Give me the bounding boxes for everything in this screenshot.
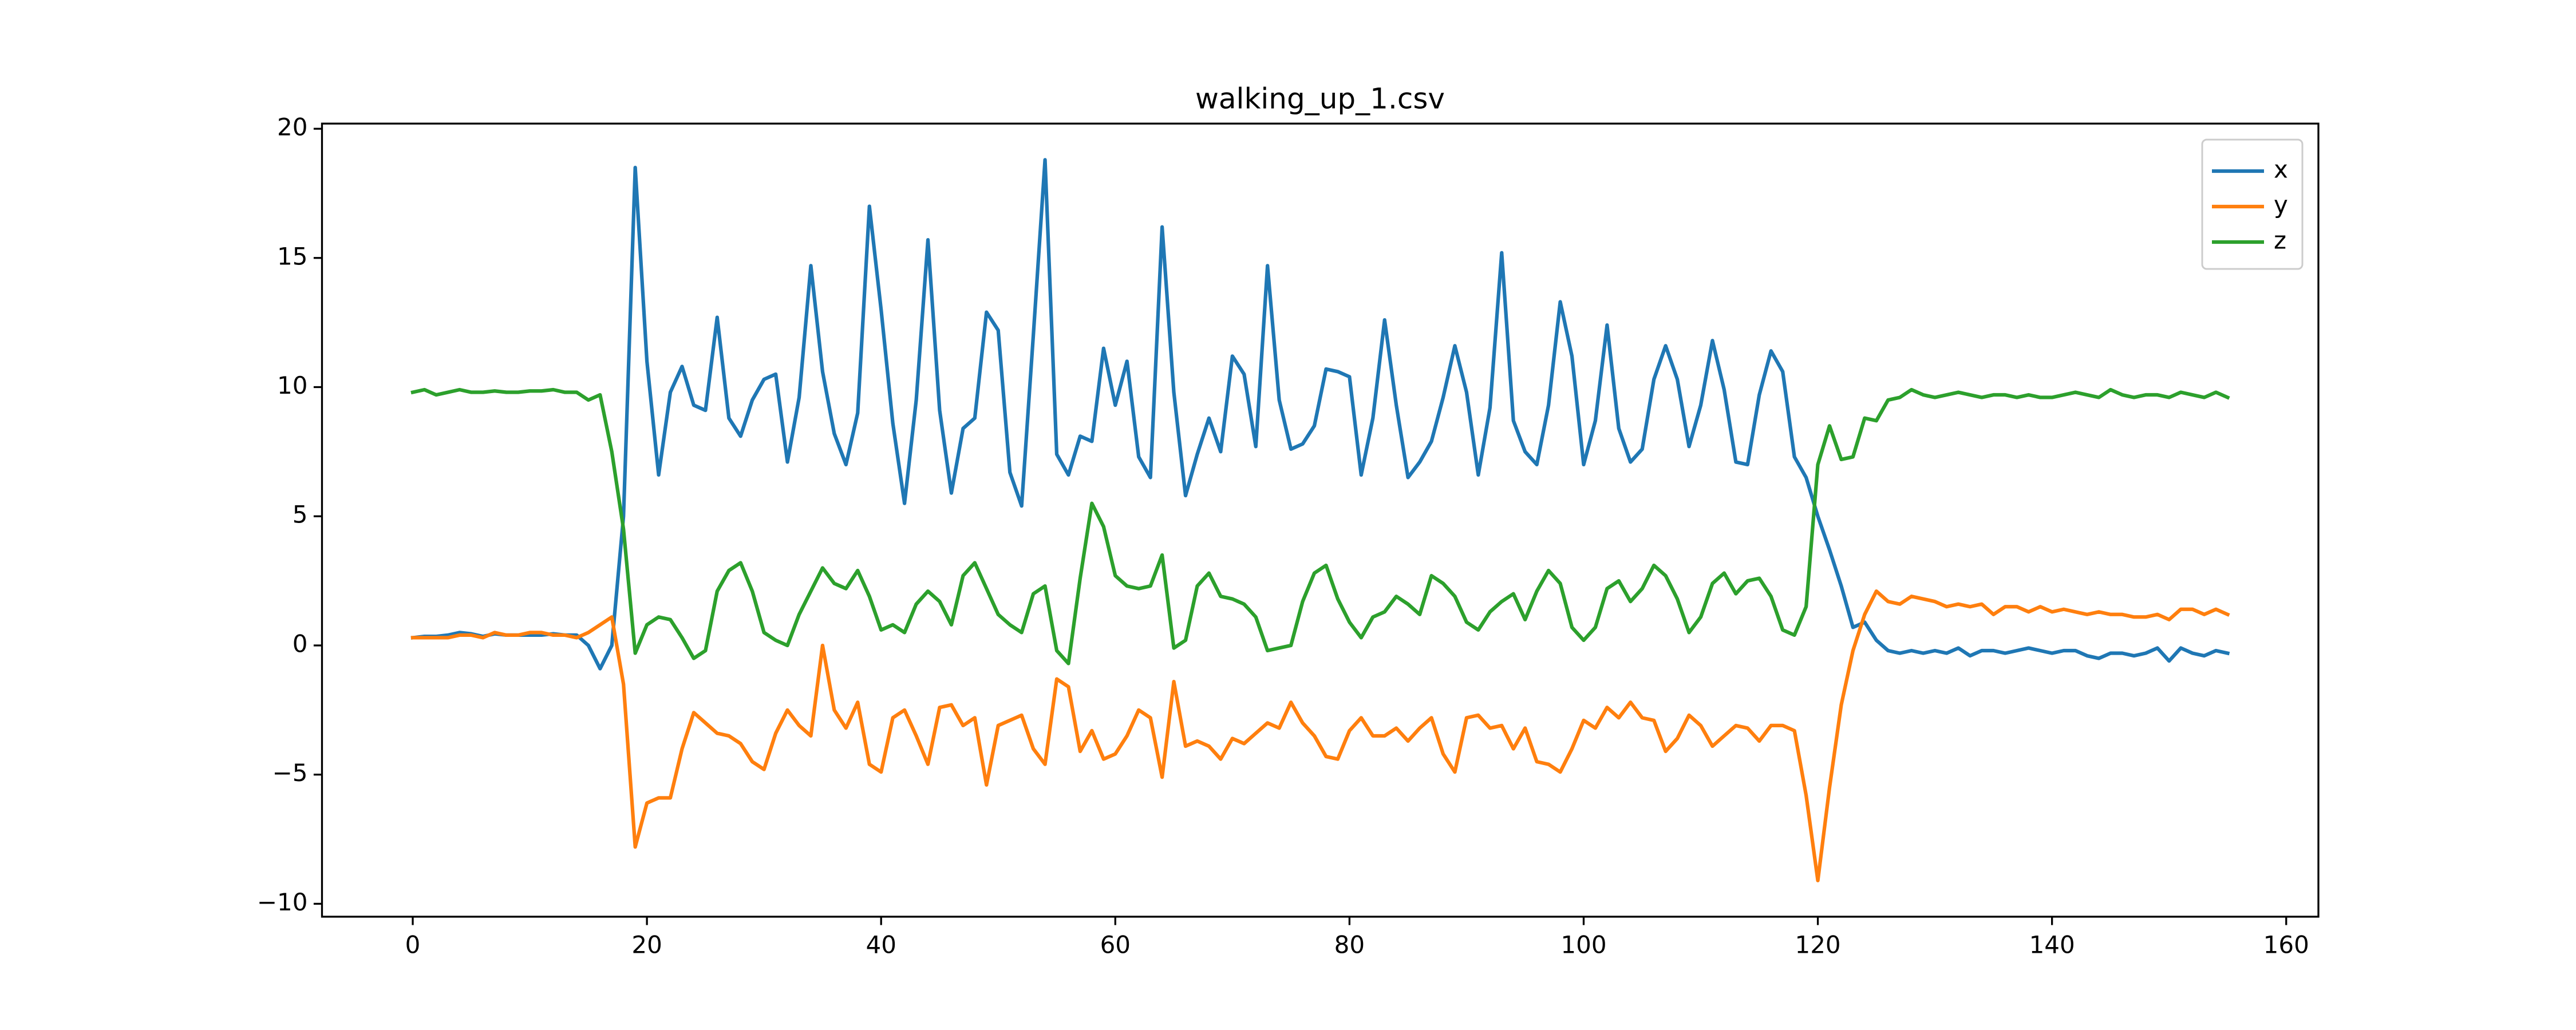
y-tick-label: 20: [277, 113, 307, 141]
y-tick-label: −5: [272, 759, 308, 787]
x-tick-label: 80: [1334, 931, 1365, 959]
axes-frame: [321, 122, 2320, 918]
y-tick-label: 0: [293, 629, 308, 657]
data-line: [410, 589, 2230, 882]
legend-label: y: [2274, 191, 2288, 219]
legend-label: z: [2274, 227, 2286, 255]
y-tick-label: 5: [293, 501, 308, 529]
x-tick-label: 160: [2263, 931, 2309, 959]
data-line: [410, 158, 2230, 671]
x-tick-label: 20: [631, 931, 662, 959]
x-tick-label: 40: [866, 931, 896, 959]
legend-label: x: [2274, 156, 2288, 184]
y-tick-label: 10: [277, 371, 307, 399]
chart-title: walking_up_1.csv: [1195, 82, 1445, 116]
data-line: [410, 387, 2230, 665]
x-tick-label: 0: [405, 931, 421, 959]
x-tick-label: 60: [1100, 931, 1131, 959]
x-tick-label: 100: [1560, 931, 1606, 959]
x-tick-label: 120: [1795, 931, 1840, 959]
x-tick-label: 140: [2029, 931, 2075, 959]
y-tick-label: 15: [277, 242, 307, 270]
y-tick-label: −10: [257, 888, 308, 916]
